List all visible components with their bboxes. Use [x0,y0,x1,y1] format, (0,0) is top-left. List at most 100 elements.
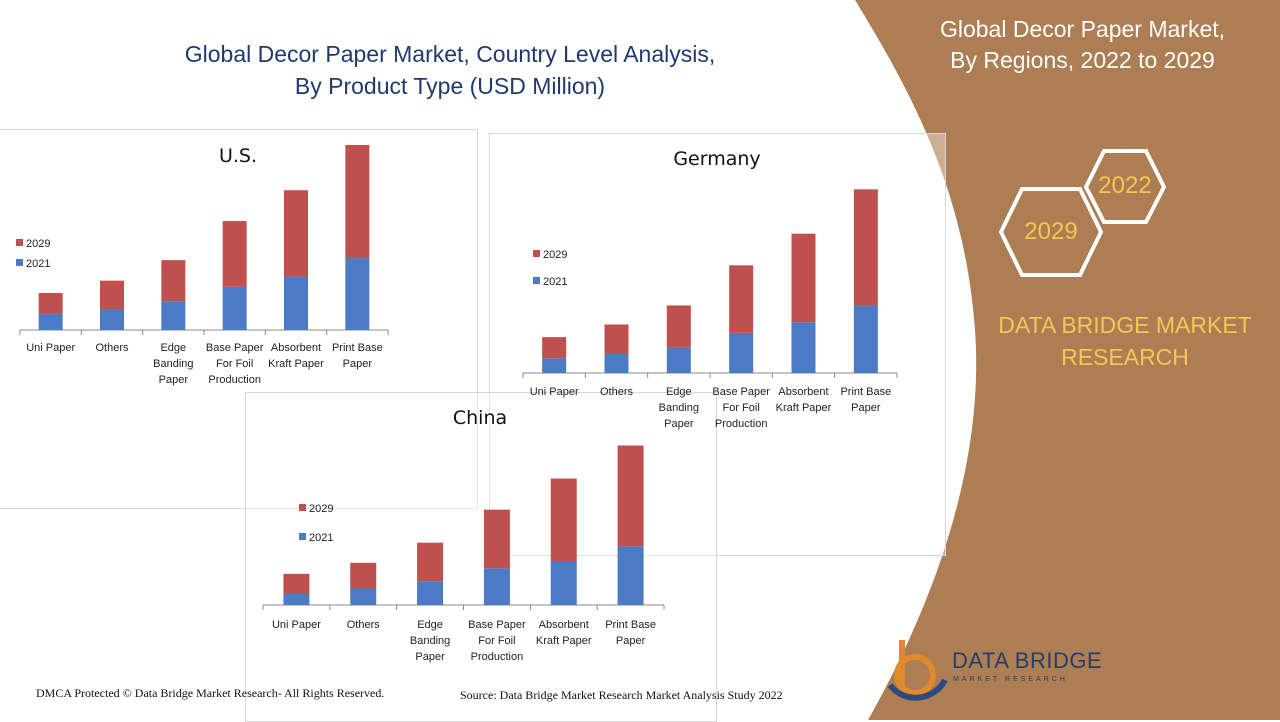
bar-2021 [38,313,63,330]
bar-2029 [100,280,124,310]
bar-2029 [729,265,754,333]
side-panel-background [855,0,1280,720]
legend-label-2029: 2029 [543,249,567,261]
main-title-line2: By Product Type (USD Million) [294,73,606,99]
bar-2029 [345,145,370,259]
logo-tagline: MARKET RESEARCH [953,676,1068,683]
x-tick-label: Base Paper [712,386,770,398]
x-tick-label: Banding [153,358,193,370]
bar-2021 [222,286,247,330]
bar-2021 [666,347,691,373]
bar-2029 [604,324,629,354]
x-tick-label: Banding [410,635,450,647]
bar-2021 [345,258,370,330]
x-tick-label: Edge [666,386,692,398]
x-tick-label: Production [208,374,261,386]
x-tick-label: Print Base [605,619,656,631]
legend-label-2021: 2021 [543,276,567,288]
legend-swatch-2021 [299,533,306,540]
x-tick-label: Kraft Paper [268,358,324,370]
bar-2029 [222,221,247,287]
source-note: Source: Data Bridge Market Research Mark… [460,688,783,702]
x-tick-label: Uni Paper [530,386,579,398]
legend-label-2029: 2029 [309,503,333,515]
x-tick-label: Paper [415,651,445,663]
x-tick-label: Print Base [840,386,891,398]
bar-2021 [604,354,629,373]
x-tick-label: Paper [851,402,881,414]
chart-title: U.S. [219,145,257,167]
bar-2021 [483,568,510,605]
x-tick-label: Print Base [332,342,383,354]
logo-mark-icon [887,640,948,701]
bar-2029 [791,233,816,323]
bar-2021 [100,309,124,330]
brand-text-line2: RESEARCH [1061,344,1189,370]
legend-swatch-2029 [299,504,306,511]
bar-2021 [550,561,577,605]
chart-title: Germany [673,148,760,170]
bar-2029 [161,260,186,302]
bar-2029 [853,189,878,306]
hex-label-2022: 2022 [1098,172,1152,199]
x-tick-label: Others [95,342,129,354]
chart-us: U.S. 2029 2021 Uni Paper Others Edge Banding Pa… [16,145,389,386]
side-panel-title-line1: Global Decor Paper Market, [939,16,1226,42]
side-panel-title: Global Decor Paper Market, By Regions, 2… [915,14,1250,76]
bar-2029 [542,337,567,359]
bar-2029 [38,293,63,314]
x-tick-label: Production [715,418,768,430]
bar-2029 [666,305,691,348]
x-tick-label: Others [347,619,381,631]
x-tick-label: Edge [160,342,186,354]
brand-text-line1: DATA BRIDGE MARKET [998,312,1252,338]
legend-label-2021: 2021 [26,258,50,270]
bar-2029 [350,562,377,589]
bar-2021 [729,332,754,373]
x-tick-label: Kraft Paper [536,635,592,647]
bar-2029 [617,445,644,547]
hexagon-bottom-icon [998,187,1104,277]
brand-text: DATA BRIDGE MARKET RESEARCH [985,309,1265,373]
bar-2021 [284,276,308,330]
legend-swatch-2029 [533,250,540,257]
x-tick-label: Paper [159,374,189,386]
x-tick-label: Uni Paper [26,342,75,354]
chart-title: China [453,407,507,429]
logo-name: DATA BRIDGE [952,648,1103,673]
bar-2029 [417,542,444,582]
hexagon-top-icon [1083,149,1167,224]
x-tick-label: Paper [343,358,373,370]
x-tick-label: Absorbent [539,619,589,631]
x-tick-label: Edge [417,619,443,631]
legend-swatch-2021 [533,277,540,284]
bar-2029 [284,190,308,277]
x-tick-label: Production [471,651,524,663]
hex-label-2029: 2029 [1024,218,1078,245]
x-tick-label: Absorbent [271,342,321,354]
x-tick-label: For Foil [478,635,515,647]
x-tick-label: Base Paper [206,342,264,354]
chart-china: China 2029 2021 Uni Paper Others Edge Banding P… [262,407,665,663]
chart-germany: Germany 2029 2021 Uni Paper Others Edge Bandin… [522,148,898,430]
legend-label-2029: 2029 [26,238,50,250]
legend-swatch-2021 [16,259,23,266]
legend-label-2021: 2021 [309,532,333,544]
x-tick-label: For Foil [216,358,253,370]
x-tick-label: Banding [659,402,699,414]
bar-2021 [283,594,310,605]
legend-swatch-2029 [16,239,23,246]
side-panel-title-line2: By Regions, 2022 to 2029 [950,47,1215,73]
bar-2021 [417,581,444,605]
x-tick-label: For Foil [723,402,760,414]
bar-2029 [283,573,310,594]
x-tick-label: Absorbent [778,386,828,398]
x-tick-label: Paper [664,418,694,430]
bar-2029 [550,478,577,561]
bar-2021 [350,588,377,605]
x-tick-label: Paper [616,635,646,647]
bar-2021 [542,358,567,373]
bar-2021 [791,322,816,373]
bar-2029 [483,509,510,569]
